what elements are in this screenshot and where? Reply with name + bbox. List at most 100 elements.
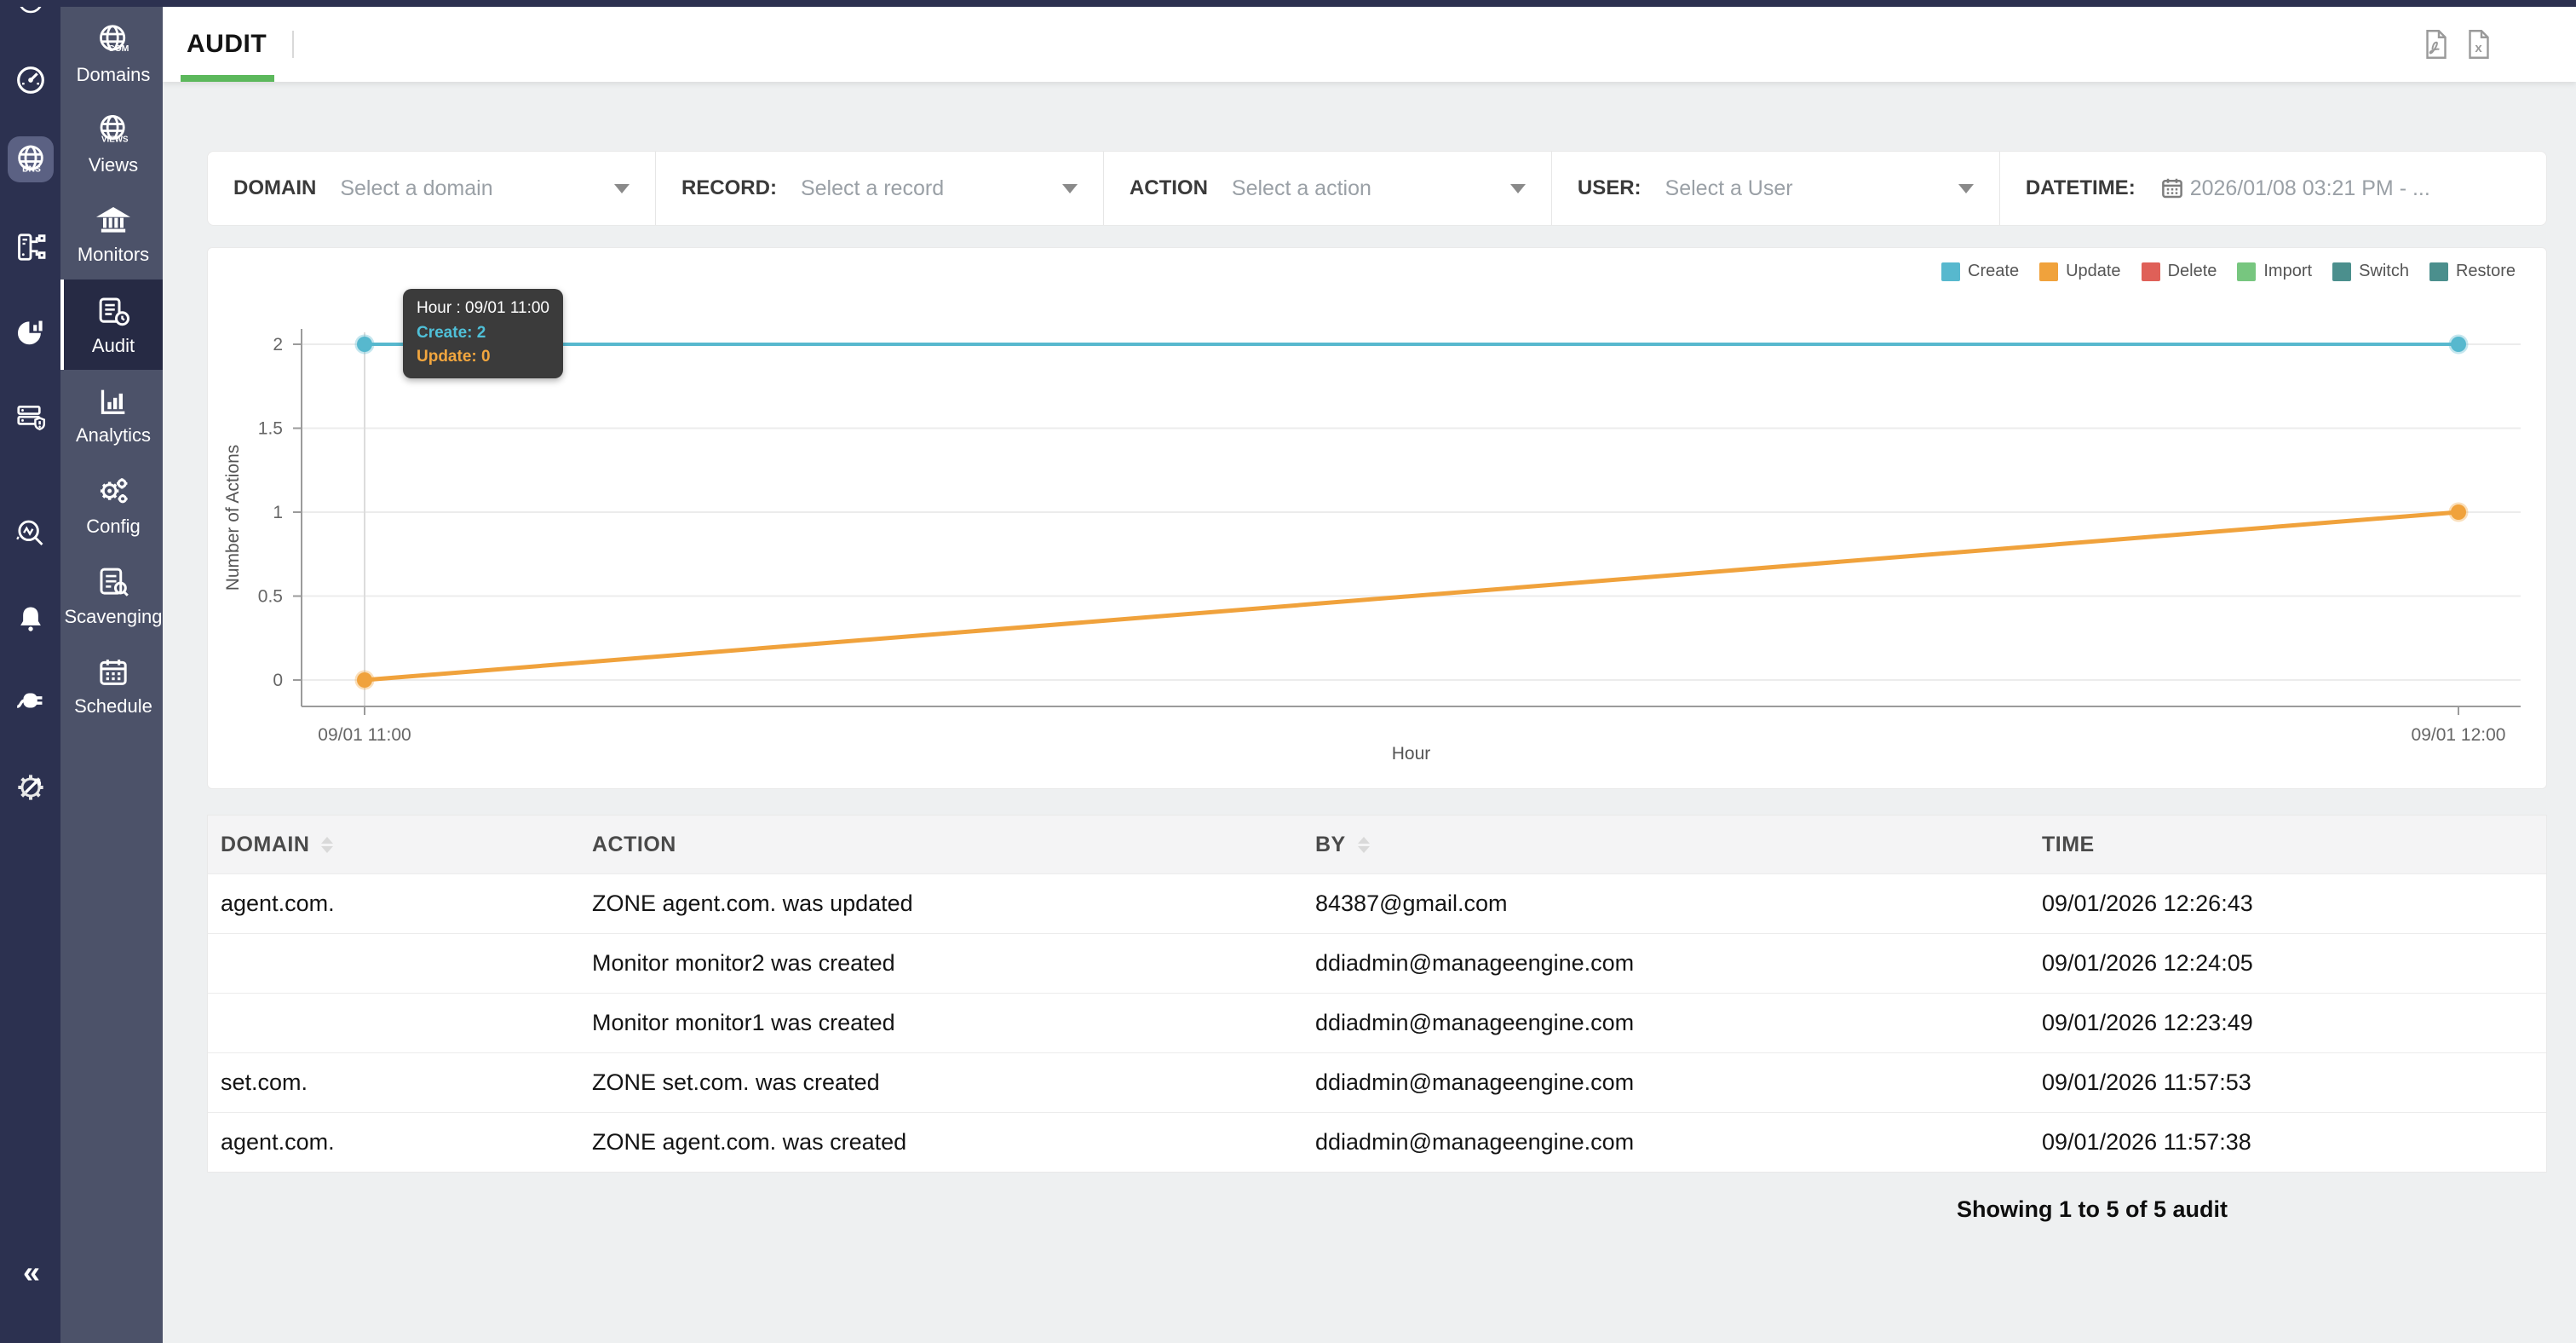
dns-icon[interactable]: DNS [7,136,54,182]
tab-audit[interactable]: AUDIT [181,7,274,82]
table-row: set.com. ZONE set.com. was created ddiad… [208,1052,2546,1112]
sidebar-item-audit[interactable]: Audit [60,280,163,370]
cell-by: ddiadmin@manageengine.com [1315,1010,1635,1035]
cell-time: 09/01/2026 11:57:53 [2042,1069,2251,1095]
legend-label: Delete [2167,262,2217,280]
chart-tooltip: Hour : 09/01 11:00 Create: 2 Update: 0 [403,289,563,379]
y-axis-title: Number of Actions [223,445,243,591]
legend-item-import[interactable]: Import [2237,262,2312,281]
legend-swatch [2237,262,2257,281]
sidebar-item-monitors[interactable]: Monitors [60,189,163,280]
filter-record: RECORD: Select a record [654,152,1103,225]
cell-action: Monitor monitor1 was created [592,1010,895,1035]
cell-by: 84387@gmail.com [1315,891,1508,916]
table-header-row: DOMAIN ACTION BY TIME [208,816,2546,873]
table-pagination-summary: Showing 1 to 5 of 5 audit [1956,1196,2228,1222]
legend-item-restore[interactable]: Restore [2429,262,2516,281]
action-select[interactable]: Select a action [1231,176,1371,200]
doc-search-icon [100,568,129,597]
cell-time: 09/01/2026 12:26:43 [2042,891,2253,916]
x-tick-label: 09/01 11:00 [318,725,411,745]
plug-icon[interactable] [14,683,48,718]
bar-chart-icon [101,389,125,414]
column-header-action: ACTION [592,832,676,856]
cell-action: ZONE set.com. was created [592,1069,880,1095]
audit-table: DOMAIN ACTION BY TIME agent.com. ZONE ag… [207,815,2547,1173]
legend-item-update[interactable]: Update [2039,262,2121,281]
user-select[interactable]: Select a User [1665,176,1793,200]
legend-swatch [2141,262,2160,281]
domain-select[interactable]: Select a domain [340,176,493,200]
sidebar-item-domains[interactable]: COM Domains [60,9,163,99]
svg-text:DNS: DNS [22,164,41,174]
sidebar-item-label: Monitors [77,243,150,265]
sort-icon[interactable] [321,836,334,853]
cell-domain: set.com. [221,1069,308,1095]
list-clock-icon [99,297,129,326]
legend-item-delete[interactable]: Delete [2141,262,2217,281]
datetime-range-field[interactable]: 2026/01/08 03:21 PM - ... [2159,176,2430,201]
filter-action: ACTION Select a action [1102,152,1551,225]
column-header-by[interactable]: BY [1302,833,2029,857]
chart-legend: Create Update Delete Import Switch Restore [1941,262,2516,281]
data-point-create [354,334,375,354]
collapse-sidebar-button[interactable]: « [22,1254,40,1289]
y-tick-label: 0 [273,671,283,690]
cell-by: ddiadmin@manageengine.com [1315,1069,1635,1095]
column-header-time: TIME [2042,832,2095,856]
legend-label: Restore [2455,262,2516,280]
column-header-domain[interactable]: DOMAIN [208,833,579,857]
export-actions: x [2421,27,2494,61]
sidebar-item-analytics[interactable]: Analytics [60,370,163,460]
data-point-update [2448,502,2469,522]
dashboard-icon[interactable] [14,63,48,97]
cell-time: 09/01/2026 12:24:05 [2042,950,2253,976]
globe-views-icon: VIEWS [100,114,129,144]
bell-icon[interactable] [14,602,48,636]
chevron-down-icon[interactable] [1061,183,1078,193]
legend-item-create[interactable]: Create [1941,262,2019,281]
export-excel-icon[interactable]: x [2464,27,2494,61]
chevron-down-icon[interactable] [1958,183,1974,193]
sidebar-item-schedule[interactable]: Schedule [60,641,163,731]
y-tick-label: 1 [273,503,283,522]
main-content: AUDIT x DOMAIN Select a domain RECORD: S… [163,7,2576,1343]
filter-datetime-label: DATETIME: [2025,176,2136,199]
filter-user-label: USER: [1577,176,1642,199]
sidebar-item-label: Schedule [74,695,152,717]
series-line-update [362,510,2461,683]
legend-swatch [2039,262,2059,281]
export-pdf-icon[interactable] [2421,27,2452,61]
tooltip-title: Hour : 09/01 11:00 [417,299,549,317]
pie-chart-icon[interactable] [14,315,48,349]
tab-bar: AUDIT x [163,7,2576,82]
chevron-down-icon[interactable] [613,183,630,193]
sidebar-item-views[interactable]: VIEWS Views [60,99,163,189]
sidebar-item-label: Domains [76,63,151,85]
server-alert-icon[interactable] [14,401,48,435]
svg-text:x: x [2475,41,2482,55]
legend-label: Update [2066,262,2121,280]
legend-item-switch[interactable]: Switch [2332,262,2409,281]
legend-swatch [2429,262,2448,281]
search-analysis-icon[interactable] [14,516,48,550]
filter-domain: DOMAIN Select a domain [208,152,655,225]
gear-wrench-icon[interactable] [14,770,48,804]
record-select[interactable]: Select a record [800,176,945,200]
tab-label: AUDIT [187,30,267,58]
cell-by: ddiadmin@manageengine.com [1315,1129,1635,1155]
sidebar-item-scavenging[interactable]: Scavenging [60,550,163,641]
gears-icon [100,477,128,503]
x-tick-label: 09/01 12:00 [2412,725,2506,745]
cell-time: 09/01/2026 11:57:38 [2042,1129,2251,1155]
chevron-down-icon[interactable] [1509,183,1526,193]
sidebar-item-label: Views [88,153,139,176]
sort-icon[interactable] [1357,836,1370,853]
filter-record-label: RECORD: [681,176,777,199]
cell-domain: agent.com. [221,1129,335,1155]
server-tree-icon[interactable] [14,230,48,264]
legend-label: Switch [2359,262,2409,280]
sidebar-item-label: Analytics [75,424,152,446]
sidebar-item-config[interactable]: Config [60,460,163,550]
calendar-icon [2161,178,2182,199]
